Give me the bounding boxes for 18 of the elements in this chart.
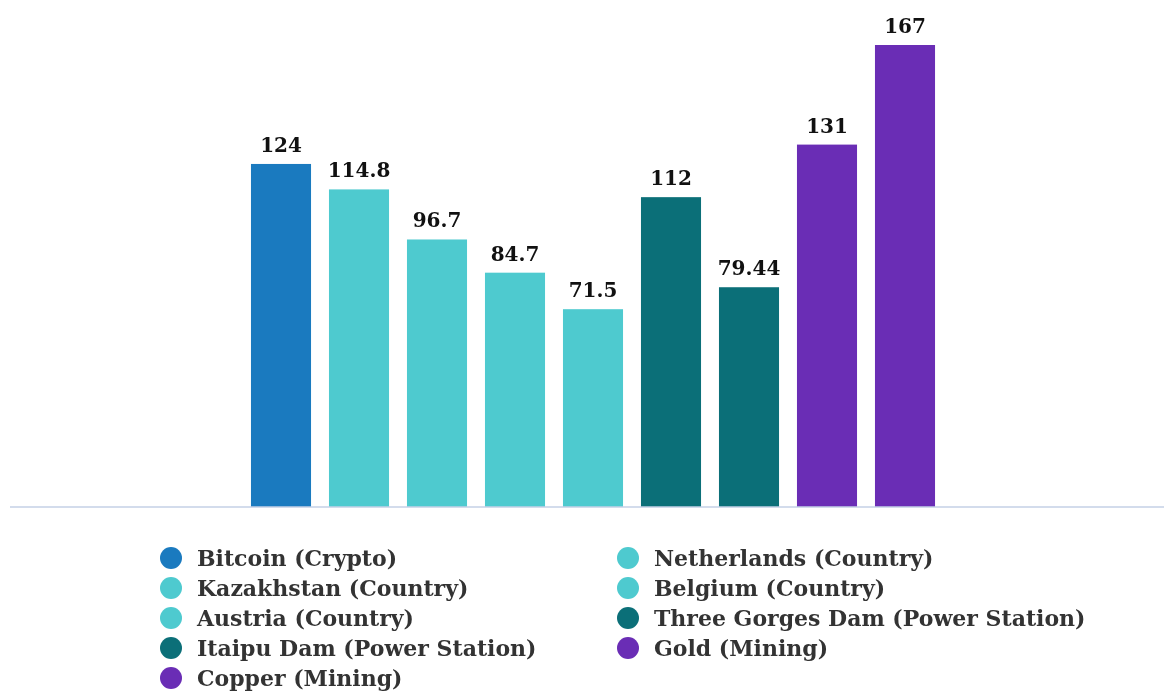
legend-label: Austria (Country) [196,605,415,631]
legend-label: Gold (Mining) [654,635,829,661]
data-label: 112 [650,166,692,191]
data-label: 131 [806,113,848,138]
legend-label: Kazakhstan (Country) [197,575,469,601]
legend-label: Bitcoin (Crypto) [197,545,398,571]
legend-label: Itaipu Dam (Power Station) [197,635,537,661]
data-label: 167 [884,14,926,38]
data-label: 71.5 [568,278,618,303]
legend-label: Belgium (Country) [654,575,886,601]
legend-label: Netherlands (Country) [654,545,934,571]
data-label: 79.44 [717,256,781,281]
legend-label: Three Gorges Dam (Power Station) [654,605,1086,631]
data-label: 114.8 [327,158,391,183]
data-label: 84.7 [490,241,540,266]
data-label: 96.7 [412,208,462,233]
legend-label: Copper (Mining) [197,665,403,691]
data-label: 124 [260,132,302,157]
